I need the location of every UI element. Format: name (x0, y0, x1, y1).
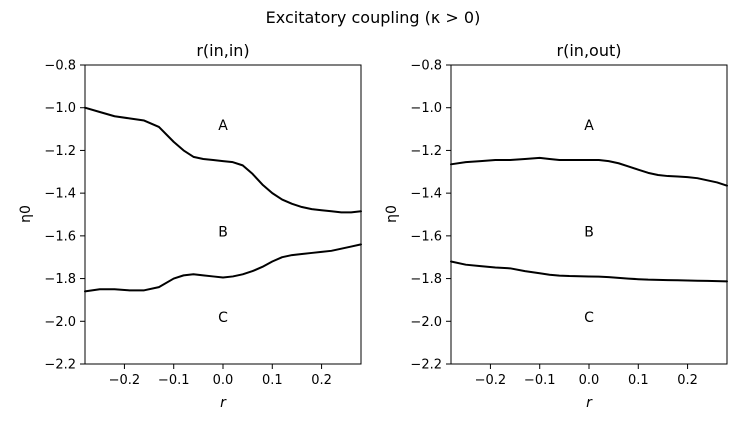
chart-left-ytick-label: −1.2 (44, 144, 76, 159)
chart-right-region-label-b: B (584, 225, 594, 241)
chart-left-ytick-label: −1.8 (44, 272, 76, 287)
chart-right-ytick-label: −0.8 (410, 59, 442, 74)
chart-left-ytick-label: −2.0 (44, 315, 76, 330)
figure-suptitle: Excitatory coupling (κ > 0) (266, 8, 481, 27)
chart-left-region-label-a: A (218, 118, 228, 134)
chart-right-series-0 (450, 156, 728, 187)
chart-left-xlabel: r (220, 395, 227, 411)
chart-left-xtick-label: −0.2 (109, 373, 141, 388)
chart-right-xtick-label: 0.2 (677, 373, 698, 388)
chart-left-xtick-label: 0.1 (262, 373, 283, 388)
chart-left: r(in,in) r η0 −0.2 −0.1 0.0 0.1 0.2 −0.8 −1.0 −… (18, 41, 362, 411)
chart-right: r(in,out) r η0 −0.2 −0.1 0.0 0.1 0.2 −0.8 −1.0… (384, 41, 728, 411)
chart-right-ytick-label: −1.8 (410, 272, 442, 287)
chart-right-ytick-label: −1.0 (410, 101, 442, 116)
chart-left-ytick-label: −1.4 (44, 187, 76, 202)
chart-right-ytick-label: −1.6 (410, 229, 442, 244)
chart-left-ytick-label: −0.8 (44, 59, 76, 74)
chart-right-region-label-a: A (584, 118, 594, 134)
chart-right-title: r(in,out) (557, 41, 622, 60)
chart-right-xtick-label: −0.1 (524, 373, 556, 388)
chart-right-series-1 (450, 260, 728, 283)
chart-right-xtick-label: −0.2 (475, 373, 507, 388)
chart-right-xtick-label: 0.1 (628, 373, 649, 388)
chart-right-ytick-label: −1.4 (410, 187, 442, 202)
chart-left-ytick-label: −1.6 (44, 229, 76, 244)
chart-left-region-label-b: B (218, 225, 228, 241)
chart-right-ytick-label: −2.0 (410, 315, 442, 330)
chart-left-ytick-label: −2.2 (44, 358, 76, 373)
chart-right-xlabel: r (586, 395, 593, 411)
chart-right-xtick-label: 0.0 (579, 373, 600, 388)
chart-left-ylabel: η0 (18, 205, 34, 223)
chart-right-ylabel: η0 (384, 205, 400, 223)
chart-left-xtick-label: 0.2 (311, 373, 332, 388)
chart-left-xtick-label: −0.1 (158, 373, 190, 388)
chart-right-region-label-c: C (584, 310, 594, 326)
chart-left-series-1 (84, 243, 362, 293)
chart-left-xtick-label: 0.0 (213, 373, 234, 388)
chart-right-ytick-label: −2.2 (410, 358, 442, 373)
chart-left-title: r(in,in) (196, 41, 249, 60)
chart-right-ytick-label: −1.2 (410, 144, 442, 159)
chart-left-series-0 (84, 106, 362, 214)
chart-left-ytick-label: −1.0 (44, 101, 76, 116)
chart-left-region-label-c: C (218, 310, 228, 326)
